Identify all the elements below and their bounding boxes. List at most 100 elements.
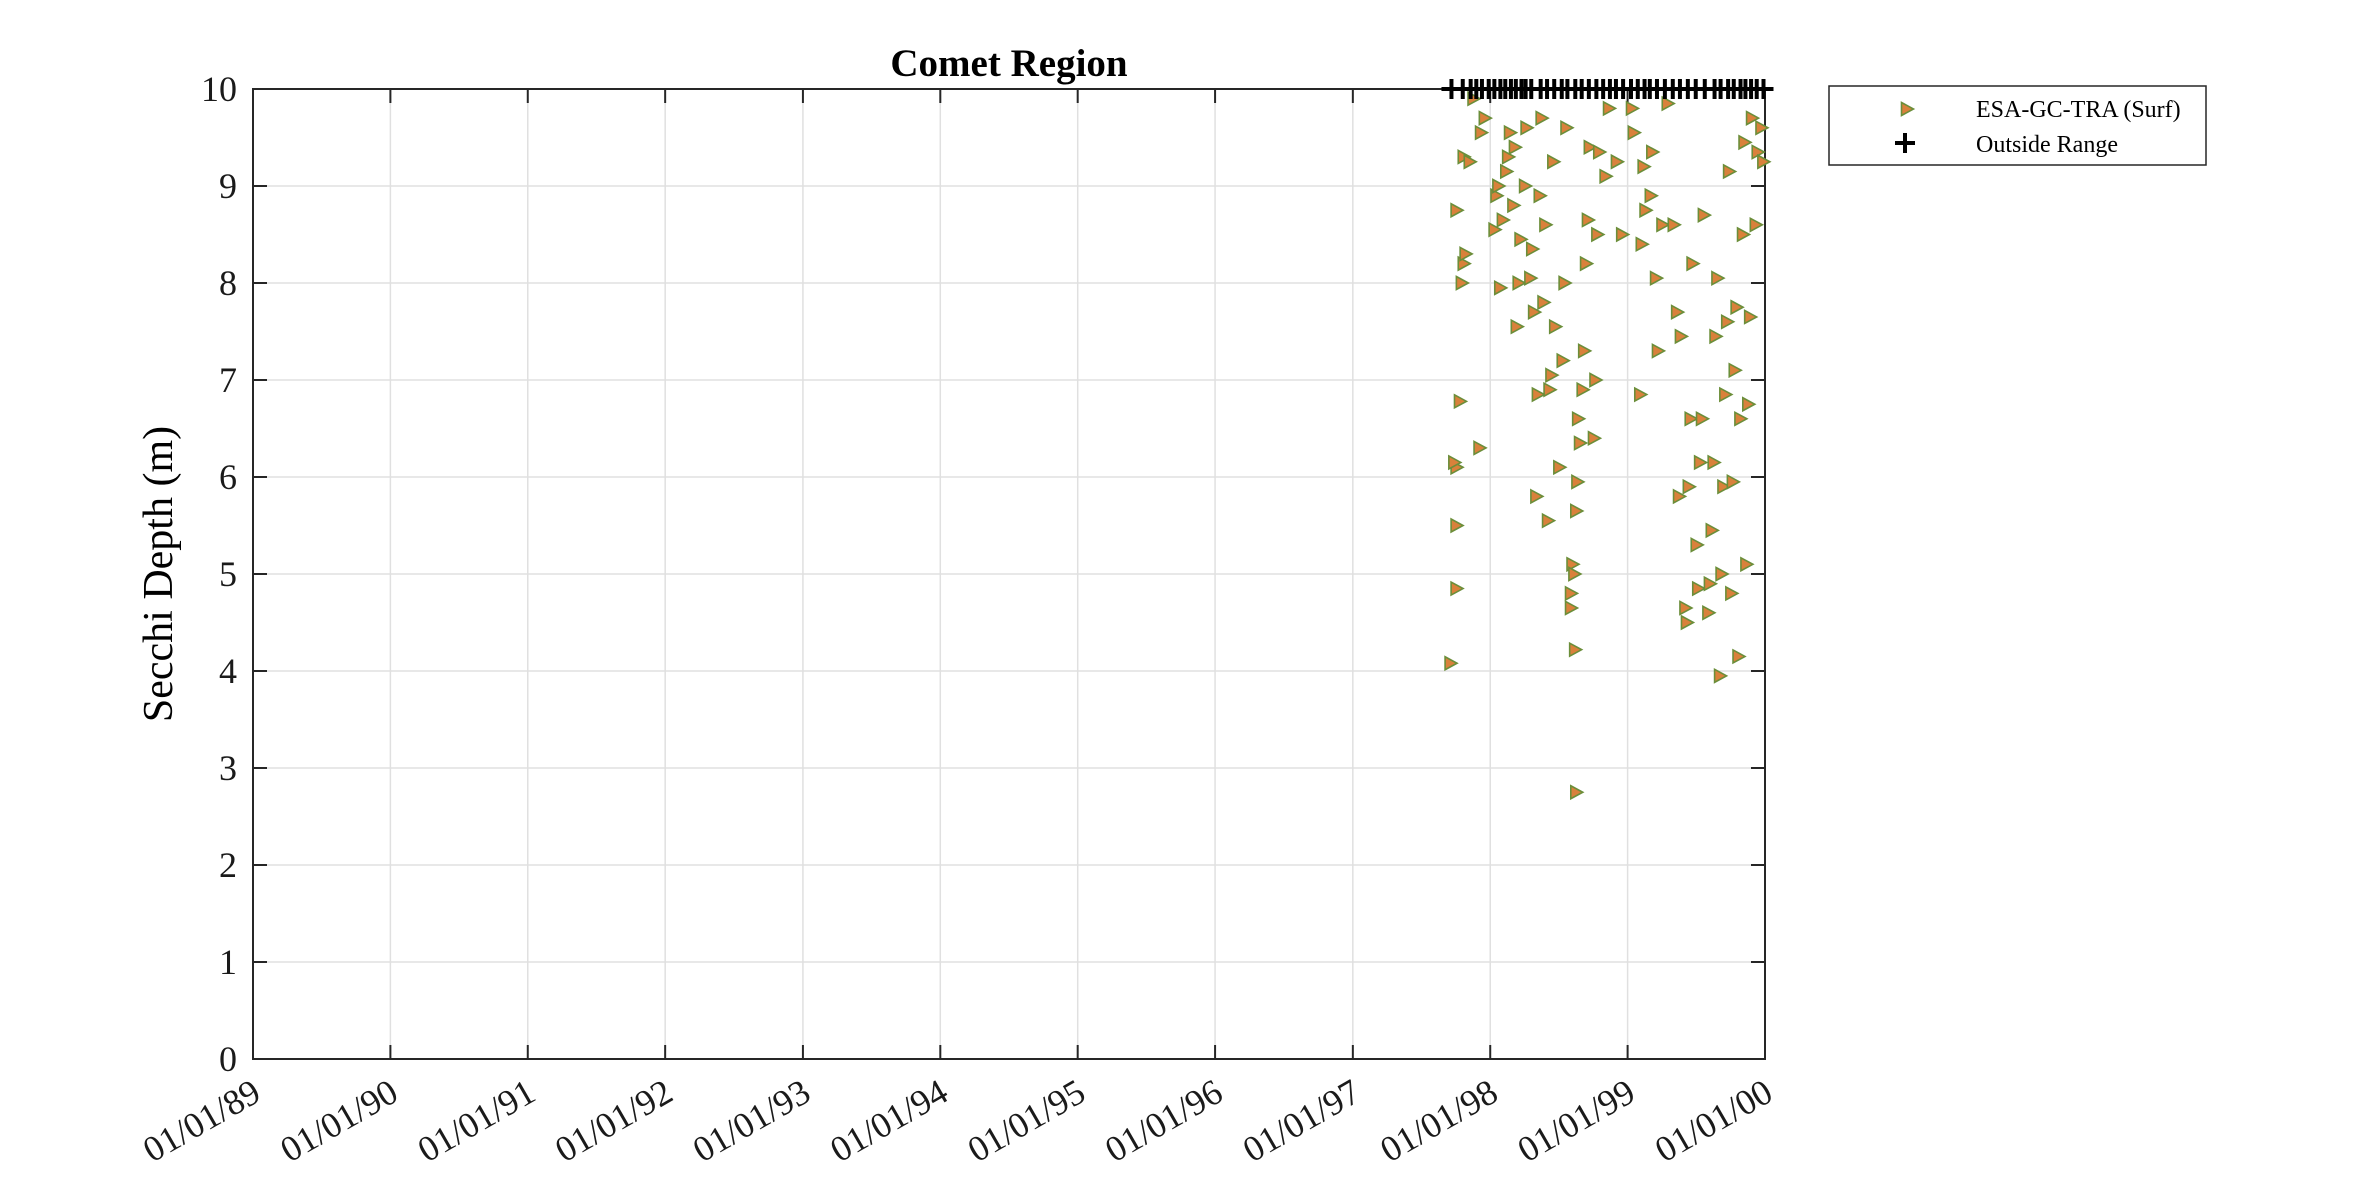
legend-label-outside: Outside Range	[1976, 132, 2118, 158]
data-point	[1661, 95, 1676, 112]
data-point	[1693, 454, 1709, 471]
data-point	[1524, 270, 1539, 286]
data-point	[1450, 580, 1465, 597]
data-point	[1637, 158, 1652, 175]
x-tick-label: 01/01/89	[136, 1071, 267, 1170]
data-point	[1680, 614, 1696, 631]
data-point	[1473, 440, 1488, 456]
data-point	[1493, 280, 1509, 296]
data-point	[1535, 110, 1550, 126]
data-point	[1599, 168, 1614, 185]
data-point	[1587, 430, 1603, 447]
data-point	[1602, 100, 1618, 117]
data-point	[1672, 488, 1688, 505]
data-point	[1530, 488, 1545, 505]
data-point	[1548, 318, 1564, 335]
data-point	[1667, 216, 1682, 233]
x-tick-label: 01/01/94	[823, 1071, 954, 1170]
data-point	[1743, 309, 1759, 325]
y-tick-label: 1	[219, 942, 237, 982]
data-point	[1553, 459, 1568, 476]
y-tick-label: 6	[219, 457, 237, 497]
y-tick-label: 2	[219, 845, 237, 885]
data-point	[1533, 187, 1548, 204]
data-point	[1568, 641, 1584, 658]
data-point	[1510, 318, 1525, 335]
data-point	[1571, 410, 1587, 427]
x-tick-label: 01/01/91	[411, 1071, 542, 1170]
data-point	[1463, 153, 1478, 170]
data-point	[1592, 144, 1608, 160]
data-point	[1450, 202, 1465, 219]
data-point	[1531, 386, 1547, 403]
data-point	[1450, 517, 1465, 534]
grid	[253, 89, 1765, 1059]
data-point	[1725, 585, 1740, 602]
data-point	[1518, 178, 1534, 194]
data-point	[1633, 386, 1649, 403]
data-point	[1556, 352, 1571, 369]
data-point	[1722, 163, 1738, 180]
data-point	[1713, 668, 1729, 684]
data-point	[1444, 655, 1459, 672]
data-point	[1569, 784, 1585, 801]
data-point	[1702, 604, 1717, 621]
data-point	[1512, 275, 1527, 291]
y-axis-label: Secchi Depth (m)	[136, 426, 182, 722]
data-point	[1649, 270, 1665, 286]
data-point	[1679, 600, 1694, 616]
legend-box	[1828, 85, 2207, 166]
data-point	[1749, 216, 1765, 233]
data-point	[1684, 410, 1699, 427]
data-point	[1625, 100, 1641, 117]
y-tick-label: 9	[219, 166, 237, 206]
x-tick-label: 01/01/98	[1373, 1071, 1504, 1170]
y-tick-label: 4	[219, 651, 237, 691]
data-point	[1682, 478, 1698, 495]
data-point	[1448, 454, 1463, 471]
data-point	[1715, 566, 1730, 582]
data-point	[1703, 575, 1719, 592]
data-point	[1545, 367, 1560, 383]
data-point	[1705, 522, 1720, 539]
data-point	[1691, 580, 1707, 597]
data-point	[1674, 328, 1690, 345]
x-axis: 01/01/89 01/01/90 01/01/91 01/01/92 01/01/93…	[136, 1071, 1779, 1170]
data-point	[1738, 134, 1753, 151]
y-tick-label: 7	[219, 360, 237, 400]
data-point	[1615, 226, 1631, 243]
data-point	[1728, 362, 1743, 379]
data-point	[1459, 246, 1474, 262]
data-point	[1736, 226, 1752, 243]
y-tick-label: 5	[219, 554, 237, 594]
data-point	[1589, 372, 1604, 388]
data-point	[1719, 386, 1734, 403]
data-point	[1686, 255, 1701, 272]
data-point	[1564, 585, 1580, 602]
data-point	[1579, 255, 1595, 272]
data-point	[1569, 503, 1585, 519]
data-point	[1571, 474, 1586, 490]
data-point	[1742, 396, 1757, 413]
data-point	[1717, 478, 1732, 495]
data-point	[1656, 216, 1671, 233]
x-tick-label: 01/01/96	[1098, 1071, 1229, 1170]
data-point	[1635, 236, 1650, 253]
data-point	[1560, 119, 1575, 136]
data-point	[1745, 110, 1761, 126]
data-point	[1720, 313, 1736, 330]
y-axis: 0 1 2 3 4 5 6 7 8 9 10	[201, 69, 237, 1079]
data-point	[1690, 537, 1705, 553]
data-point	[1520, 119, 1535, 136]
data-point	[1730, 299, 1745, 316]
data-point	[1732, 648, 1747, 665]
y-tick-label: 10	[201, 69, 237, 109]
data-point	[1488, 221, 1503, 238]
data-point	[1453, 393, 1469, 410]
data-point	[1568, 566, 1583, 582]
data-point	[1508, 139, 1524, 156]
data-point	[1558, 275, 1573, 291]
series-esa-gc-tra-surf	[1444, 90, 1772, 801]
data-point	[1646, 144, 1661, 160]
x-tick-label: 01/01/97	[1236, 1071, 1367, 1170]
